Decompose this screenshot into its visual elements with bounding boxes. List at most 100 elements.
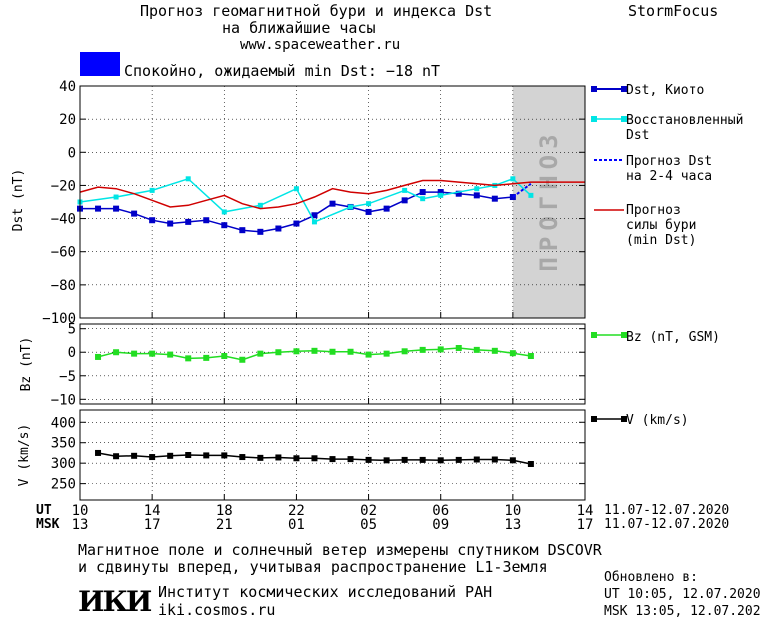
v-point <box>149 454 156 461</box>
dst-kyoto-point <box>221 222 228 229</box>
dst-kyoto-point <box>185 218 192 225</box>
dst-kyoto-point <box>203 217 210 224</box>
dst-kyoto-point <box>311 212 318 219</box>
v-point <box>257 454 264 461</box>
v-ytick-label: 400 <box>51 415 76 431</box>
dst-restored-point <box>311 219 317 225</box>
forecast-band-label: ПРОГНОЗ <box>535 128 563 271</box>
legend-v-marker-2 <box>621 416 627 422</box>
dst-restored-point <box>366 201 372 207</box>
v-ytick-label: 250 <box>51 477 76 493</box>
dst-kyoto-point <box>131 210 138 217</box>
dst-restored-point <box>402 187 408 193</box>
dst-kyoto-point <box>419 189 426 196</box>
ut-tick-label: 02 <box>360 503 377 519</box>
v-plot-frame <box>79 409 586 501</box>
v-point <box>329 456 336 463</box>
legend-markers <box>591 86 627 422</box>
bz-point <box>293 348 300 355</box>
bz-point <box>365 351 372 358</box>
dst-kyoto-point <box>167 220 174 227</box>
bz-ytick-label: −5 <box>59 369 76 385</box>
legend-restored-marker-2 <box>621 116 627 122</box>
v-point <box>365 456 372 463</box>
dst-restored-point <box>420 196 426 202</box>
updated-ut: UT 10:05, 12.07.2020 <box>604 587 760 602</box>
bz-point <box>131 350 138 357</box>
bz-point <box>275 349 282 356</box>
dst-restored-point <box>221 209 227 215</box>
dst-forecast-line <box>512 182 532 198</box>
updated-label: Обновлено в: <box>604 570 698 585</box>
v-point <box>293 455 300 462</box>
dst-ytick-label: −100 <box>42 311 76 327</box>
ut-tick-label: 10 <box>504 503 521 519</box>
dst-plot-frame <box>79 85 586 319</box>
ut-tick-label: 10 <box>72 503 89 519</box>
v-point <box>185 452 192 458</box>
bz-point <box>185 355 192 362</box>
legend-bz: Bz (nT, GSM) <box>626 330 720 345</box>
ut-tick-label: 14 <box>577 503 594 519</box>
forecast-band <box>512 86 585 318</box>
dst-kyoto-point <box>509 194 516 201</box>
bz-point <box>203 354 210 361</box>
v-point <box>221 452 228 459</box>
site-link[interactable]: www.spaceweather.ru <box>240 37 401 53</box>
bz-point <box>347 348 354 355</box>
dst-ytick-label: 40 <box>59 79 76 95</box>
msk-tick-label: 05 <box>360 517 377 533</box>
v-point <box>437 457 444 464</box>
bz-point <box>527 353 534 359</box>
dst-ytick-label: 20 <box>59 112 76 128</box>
dst-restored-point <box>510 176 516 182</box>
iki-logo: ИКИ <box>78 585 152 618</box>
dst-restored-point <box>474 186 480 192</box>
dst-y-axis-label: Dst (nT) <box>11 169 26 232</box>
bz-point <box>419 346 426 353</box>
msk-tick-label: 01 <box>288 517 305 533</box>
bz-point <box>167 351 174 358</box>
ut-tick-label: 22 <box>288 503 305 519</box>
dst-restored-point <box>113 194 119 200</box>
v-point <box>239 454 246 461</box>
v-point <box>203 452 210 459</box>
dst-kyoto-point <box>329 200 336 207</box>
legend-forecast-1: Прогноз Dst <box>626 154 713 169</box>
dst-kyoto-point <box>491 195 498 202</box>
legend-dst-marker <box>591 86 597 92</box>
v-point <box>131 452 138 459</box>
status-text: Спокойно, ожидаемый min Dst: −18 nT <box>124 62 441 80</box>
bz-ytick-label: 0 <box>68 345 76 361</box>
msk-tick-label: 13 <box>72 517 89 533</box>
dst-ytick-label: −20 <box>51 178 76 194</box>
v-point <box>527 461 534 467</box>
bz-point <box>455 345 462 351</box>
status-color-swatch <box>80 52 120 76</box>
legend-dst-marker-2 <box>621 86 627 92</box>
bz-point <box>509 350 516 357</box>
bz-point <box>383 350 390 357</box>
dst-kyoto-point <box>257 228 264 235</box>
bz-point <box>329 348 336 355</box>
v-point <box>455 456 462 463</box>
dst-ytick-label: −80 <box>51 278 76 294</box>
dst-kyoto-point <box>239 227 246 234</box>
msk-tick-label: 17 <box>577 517 594 533</box>
dst-ytick-label: 0 <box>68 145 76 161</box>
institute-url[interactable]: iki.cosmos.ru <box>158 601 276 619</box>
v-point <box>419 456 426 463</box>
updated-msk: MSK 13:05, 12.07.2020 <box>604 604 760 619</box>
bz-point <box>437 346 444 353</box>
msk-tick-label: 21 <box>216 517 233 533</box>
v-y-axis-label: V (km/s) <box>17 424 32 487</box>
bz-point <box>95 353 102 360</box>
bz-point <box>311 347 318 354</box>
legend-v-marker <box>591 416 597 422</box>
dst-kyoto-point <box>365 208 372 215</box>
legend-restored-marker <box>591 116 597 122</box>
v-point <box>383 457 390 464</box>
dst-kyoto-point <box>455 190 462 197</box>
dst-restored-point <box>257 202 263 208</box>
